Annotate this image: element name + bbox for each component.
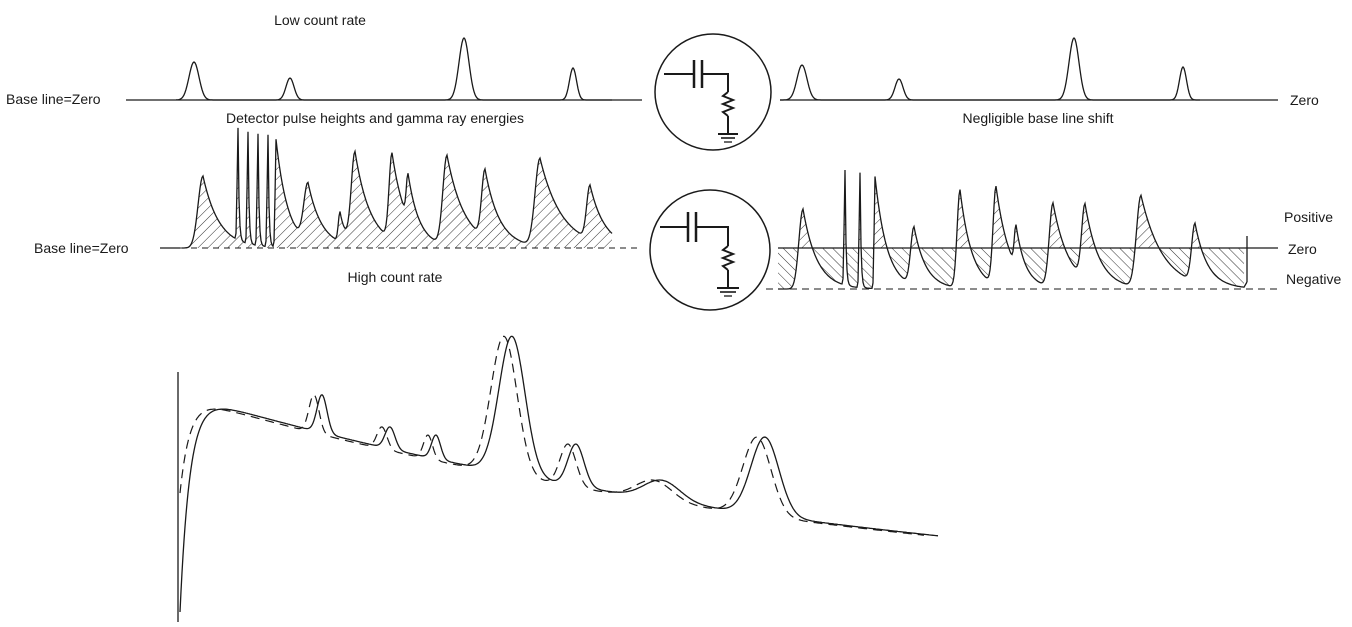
shifted-pulse-trace [778,169,1248,290]
high-rate-pulse-trace [182,127,613,249]
zero-label-top: Zero [1290,92,1319,108]
negative-label: Negative [1286,271,1341,287]
shifted-baseline-panel: Positive Zero Negative [766,169,1341,290]
rc-coupling-icon-top [654,33,772,151]
low-count-rate-panel: Low count rate Base line=Zero Detector p… [6,12,642,126]
positive-label: Positive [1284,209,1333,225]
negligible-shift-label: Negligible base line shift [963,110,1114,126]
low-rate-pulse-trace [176,36,612,101]
high-count-rate-label: High count rate [348,269,443,285]
low-rate-output-trace [780,36,1200,101]
baseline-zero-label-mid: Base line=Zero [34,240,129,256]
energy-spectrum [177,335,939,622]
baseline-zero-label-top: Base line=Zero [6,91,101,107]
high-count-rate-panel: Base line=Zero High count rate [34,127,640,285]
zero-label-mid: Zero [1288,241,1317,257]
spectrum-original-solid [179,335,939,613]
shifted-positive-fill [778,170,1244,248]
spectrum-shifted-dashed [179,335,925,536]
rc-coupling-icon-bottom [649,189,771,311]
low-count-rate-label: Low count rate [274,12,366,28]
high-rate-pulse-fill [182,127,612,248]
shifted-negative-fill [778,248,1244,289]
detector-caption: Detector pulse heights and gamma ray ene… [226,110,524,126]
negligible-shift-panel: Zero Negligible base line shift [780,36,1319,126]
